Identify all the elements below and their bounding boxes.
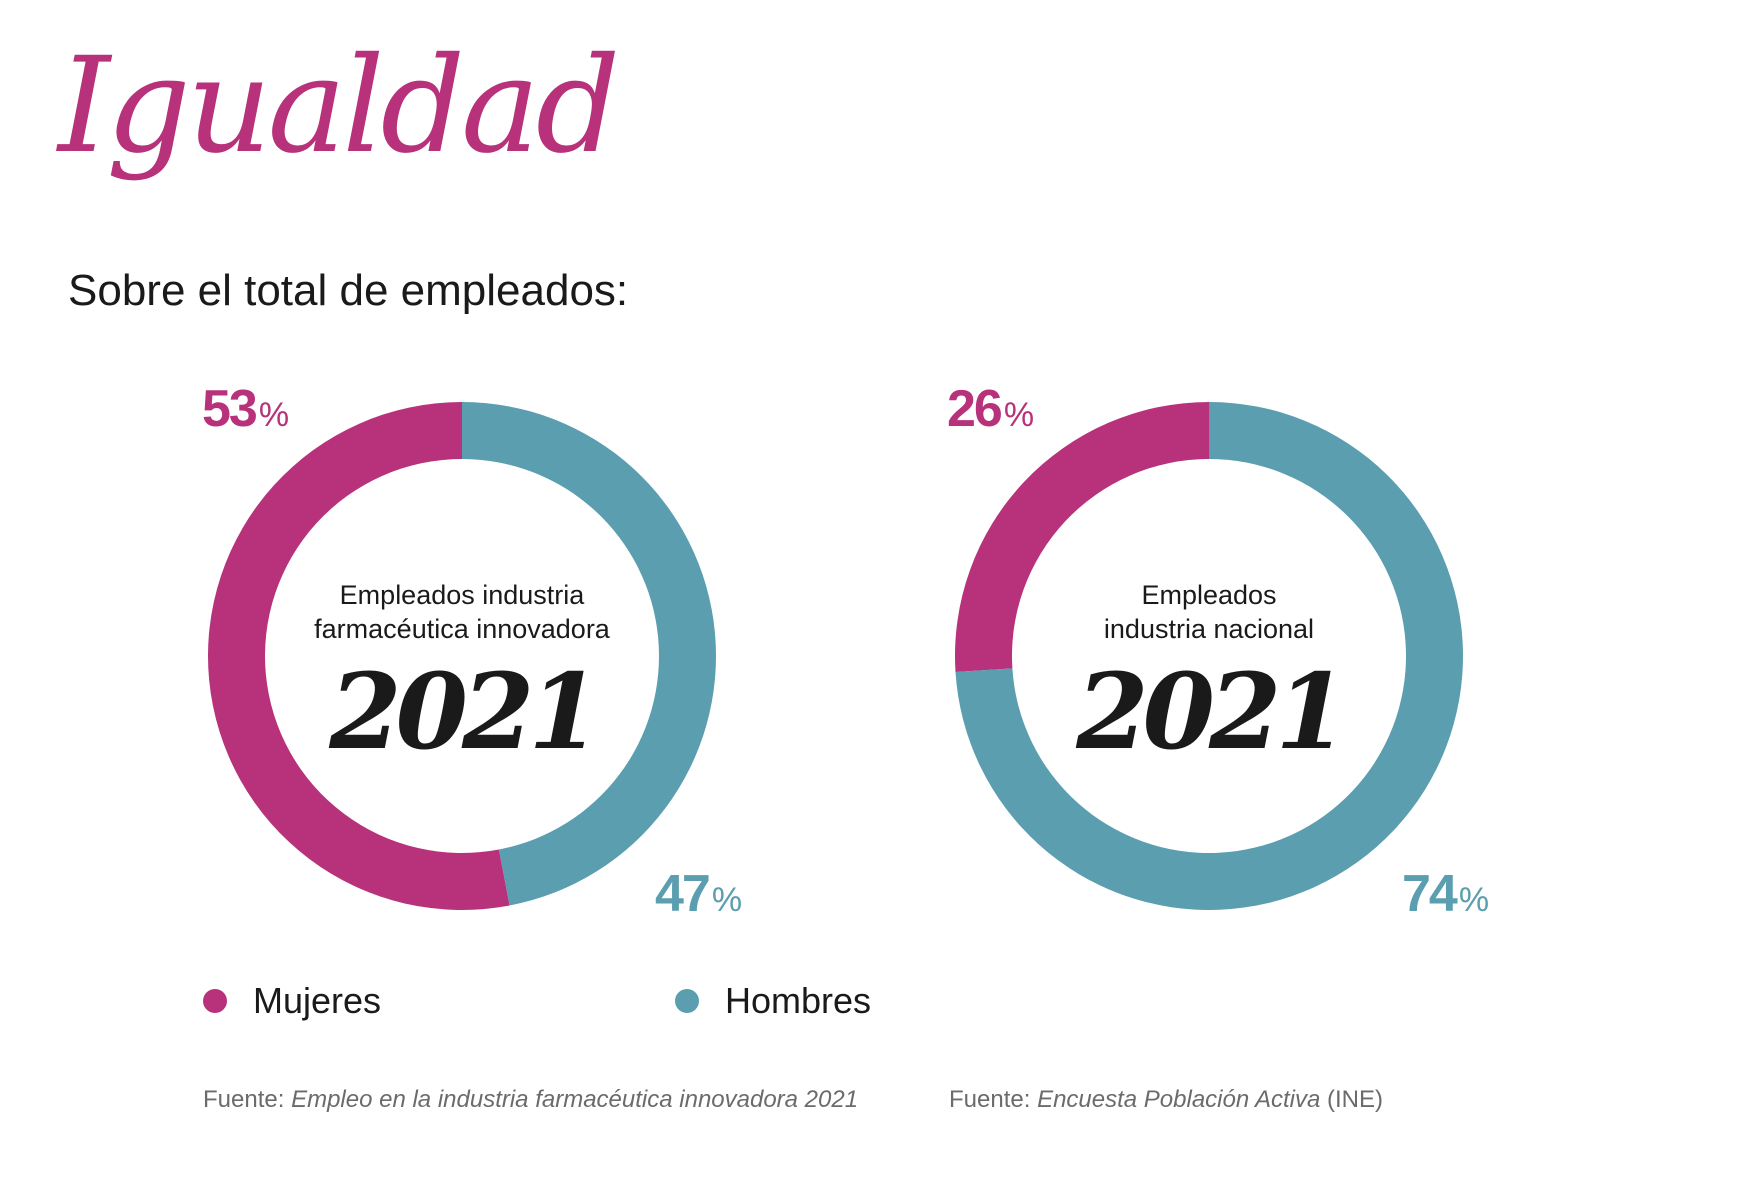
source-title: Empleo en la industria farmacéutica inno… xyxy=(291,1086,859,1113)
segment-mujeres xyxy=(955,402,1209,672)
pct-unit: % xyxy=(1003,396,1035,434)
donut-chart-national xyxy=(955,402,1463,910)
pct-value: 53 xyxy=(202,380,258,438)
source-suffix: (INE) xyxy=(1327,1086,1384,1113)
pct-unit: % xyxy=(711,881,743,919)
segment-hombres xyxy=(462,402,716,906)
source-note-national: Fuente: Encuesta Población Activa (INE) xyxy=(949,1086,1383,1114)
legend-item-mujeres: Mujeres xyxy=(203,980,381,1022)
legend-label: Hombres xyxy=(725,980,872,1021)
pct-label-mujeres-pharma: 53% xyxy=(202,383,289,435)
pct-value: 47 xyxy=(655,865,711,923)
pct-unit: % xyxy=(1458,881,1490,919)
source-title: Encuesta Población Activa xyxy=(1037,1086,1321,1113)
pct-label-hombres-pharma: 47% xyxy=(655,868,742,920)
legend-item-hombres: Hombres xyxy=(675,980,871,1022)
pct-unit: % xyxy=(258,396,290,434)
center-year-national: 2021 xyxy=(1076,650,1347,773)
pct-value: 74 xyxy=(1402,865,1458,923)
center-label-line: industria nacional xyxy=(1103,614,1315,644)
center-year-pharma: 2021 xyxy=(329,650,600,773)
donut-chart-pharma xyxy=(208,402,716,910)
center-label-line: farmacéutica innovadora xyxy=(314,614,610,644)
pct-label-hombres-national: 74% xyxy=(1402,868,1489,920)
source-prefix: Fuente: xyxy=(949,1086,1031,1113)
pct-label-mujeres-national: 26% xyxy=(947,383,1034,435)
center-label-line: Empleados industria xyxy=(339,580,585,610)
legend-dot-hombres xyxy=(675,989,699,1013)
pct-value: 26 xyxy=(947,380,1003,438)
center-label-national: Empleados industria nacional xyxy=(1029,578,1389,646)
page-title: Igualdad xyxy=(58,29,620,183)
page-subtitle: Sobre el total de empleados: xyxy=(68,266,629,315)
source-prefix: Fuente: xyxy=(203,1086,285,1113)
legend-label: Mujeres xyxy=(253,980,382,1021)
center-label-pharma: Empleados industria farmacéutica innovad… xyxy=(282,578,642,646)
center-label-line: Empleados xyxy=(1141,580,1277,610)
segment-mujeres xyxy=(208,402,510,910)
source-note-pharma: Fuente: Empleo en la industria farmacéut… xyxy=(203,1086,858,1114)
legend-dot-mujeres xyxy=(203,989,227,1013)
